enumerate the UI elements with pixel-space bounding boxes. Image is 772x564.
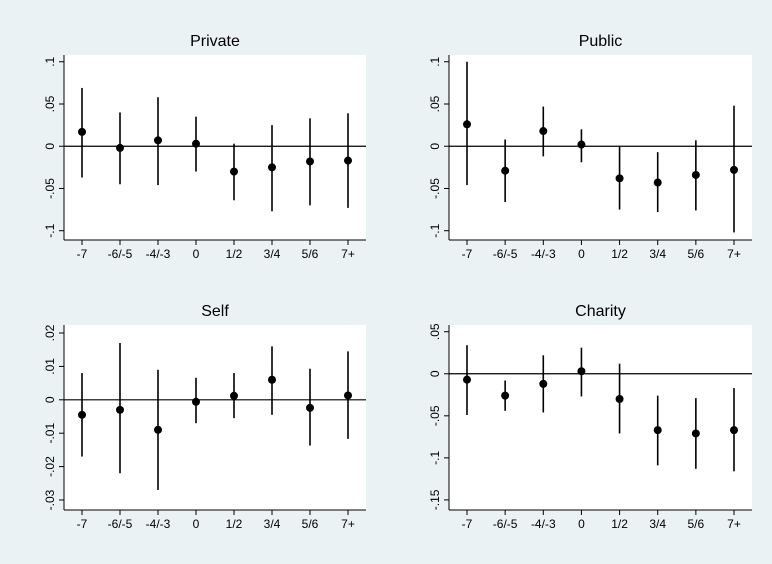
point (615, 395, 624, 403)
y-tick-label: -.01 (43, 423, 57, 444)
y-tick-label: -.05 (428, 405, 442, 426)
point (691, 170, 700, 179)
point (78, 127, 86, 136)
point (539, 379, 548, 388)
point (116, 405, 124, 414)
y-tick-label: .1 (428, 56, 442, 66)
y-tick-label: -.1 (428, 223, 442, 237)
x-tick-label: 0 (193, 247, 200, 261)
x-tick-label: -7 (462, 517, 473, 531)
point (463, 120, 471, 129)
y-tick-label: 0 (43, 396, 57, 403)
point (268, 375, 276, 384)
x-tick-label: 5/6 (688, 247, 705, 261)
x-tick-label: 3/4 (264, 247, 281, 261)
point (501, 391, 510, 400)
y-tick-label: -.03 (43, 489, 57, 510)
point (78, 410, 86, 419)
y-tick-label: .01 (43, 358, 57, 375)
y-tick-label: .05 (43, 95, 57, 112)
point (230, 391, 238, 400)
y-tick-label: 0 (428, 370, 442, 377)
point (577, 140, 586, 149)
point (116, 143, 124, 152)
point (463, 375, 471, 384)
point (691, 429, 700, 438)
x-tick-label: 5/6 (302, 517, 319, 531)
x-tick-label: -4/-3 (531, 247, 556, 261)
point (230, 167, 238, 176)
x-tick-label: -4/-3 (146, 247, 171, 261)
point (653, 178, 662, 187)
plot-area (449, 55, 752, 240)
x-tick-label: -6/-5 (493, 247, 518, 261)
x-tick-label: 0 (578, 517, 585, 531)
x-tick-label: 0 (193, 517, 200, 531)
point (306, 157, 314, 166)
panel-title: Private (190, 33, 240, 50)
x-tick-label: 5/6 (302, 247, 319, 261)
x-tick-label: 5/6 (688, 517, 705, 531)
point (268, 163, 276, 172)
y-tick-label: .02 (43, 324, 57, 341)
point (577, 367, 586, 376)
point (615, 174, 624, 183)
x-tick-label: 3/4 (264, 517, 281, 531)
x-tick-label: 7+ (341, 517, 355, 531)
panel-title: Self (201, 303, 229, 320)
point (730, 165, 738, 174)
y-tick-label: 0 (43, 143, 57, 150)
x-tick-label: 1/2 (611, 517, 628, 531)
x-tick-label: 1/2 (226, 247, 243, 261)
x-tick-label: 3/4 (649, 517, 666, 531)
x-tick-label: -7 (77, 247, 88, 261)
y-tick-label: 0 (428, 143, 442, 150)
point (192, 397, 200, 406)
x-tick-label: -7 (462, 247, 473, 261)
y-tick-label: -.15 (428, 489, 442, 510)
y-tick-label: .05 (428, 95, 442, 112)
x-tick-label: -4/-3 (531, 517, 556, 531)
point (730, 426, 738, 435)
point (154, 136, 162, 145)
point (653, 426, 662, 435)
x-tick-label: -7 (77, 517, 88, 531)
point (154, 425, 162, 434)
x-tick-label: 7+ (727, 247, 741, 261)
plot-area (64, 55, 366, 240)
x-tick-label: 7+ (727, 517, 741, 531)
point (192, 139, 200, 148)
x-tick-label: -6/-5 (108, 517, 133, 531)
y-tick-label: .05 (428, 323, 442, 340)
y-tick-label: -.1 (428, 451, 442, 465)
plot-area (64, 325, 366, 510)
point (306, 403, 314, 412)
x-tick-label: 1/2 (611, 247, 628, 261)
point (501, 166, 510, 175)
x-tick-label: 0 (578, 247, 585, 261)
y-tick-label: -.1 (43, 223, 57, 237)
y-tick-label: -.02 (43, 456, 57, 477)
plot-area (449, 325, 752, 510)
x-tick-label: -6/-5 (108, 247, 133, 261)
point (344, 391, 352, 400)
panel-title: Charity (575, 303, 626, 320)
point (539, 127, 548, 136)
x-tick-label: 3/4 (649, 247, 666, 261)
x-tick-label: 1/2 (226, 517, 243, 531)
point (344, 156, 352, 165)
x-tick-label: 7+ (341, 247, 355, 261)
x-tick-label: -4/-3 (146, 517, 171, 531)
y-tick-label: -.05 (428, 178, 442, 199)
x-tick-label: -6/-5 (493, 517, 518, 531)
panel-title: Public (579, 33, 623, 50)
y-tick-label: .1 (43, 56, 57, 66)
y-tick-label: -.05 (43, 178, 57, 199)
